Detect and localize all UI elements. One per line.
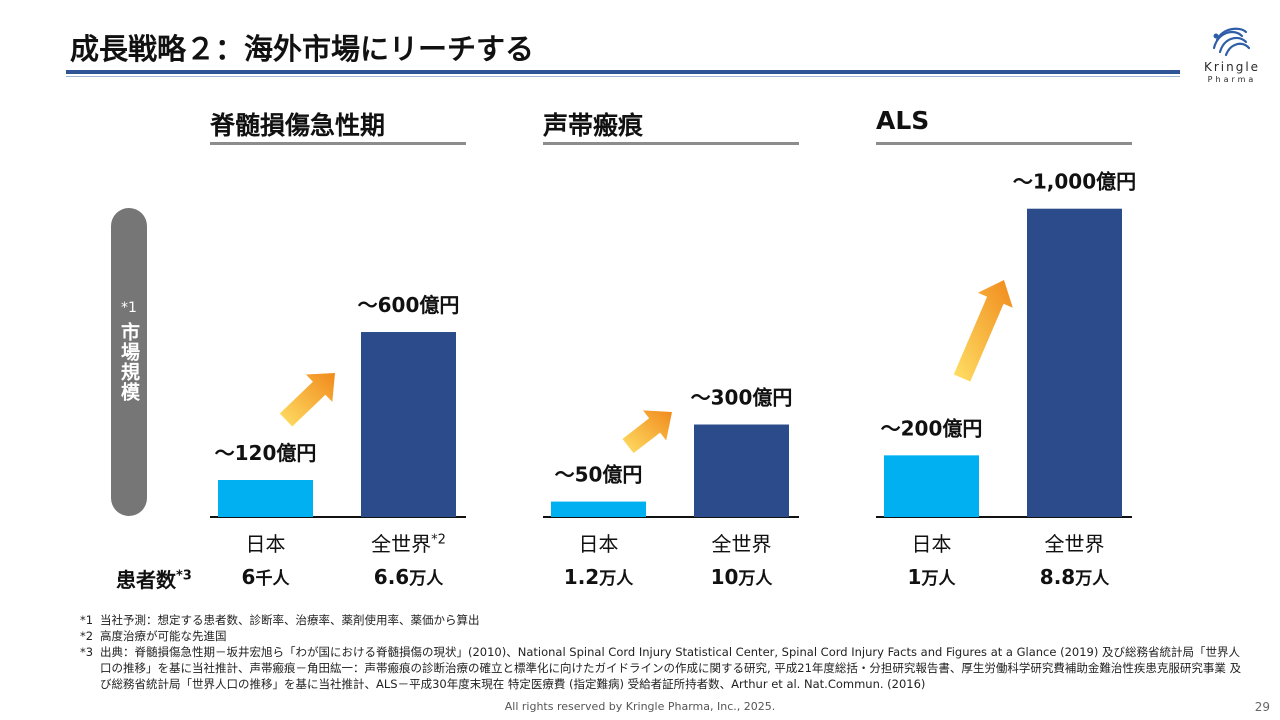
category-label: 日本 (529, 528, 669, 557)
footnotes: *1 当社予測：想定する患者数、診断率、治療率、薬剤使用率、薬価から算出 *2 高度… (80, 612, 1250, 692)
footnote-text: 高度治療が可能な先進国 (100, 629, 227, 643)
patient-count-unit: 万人 (738, 569, 773, 589)
patients-label: 患者数*3 (116, 564, 192, 593)
bar-value-label: 〜600億円 (358, 293, 460, 317)
kringle-logo: Kringle Pharma (1196, 18, 1268, 90)
patients-label-text: 患者数 (116, 568, 176, 592)
footnote: *3 出典：脊髄損傷急性期－坂井宏旭ら「わが国における脊髄損傷の現状」(2010)… (80, 644, 1250, 692)
footnote-text: 当社予測：想定する患者数、診断率、治療率、薬剤使用率、薬価から算出 (100, 613, 480, 627)
bar-japan (551, 501, 646, 517)
category-label: 全世界*2 (339, 528, 479, 557)
patient-count-number: 6.6 (373, 565, 410, 589)
patient-count-unit: 万人 (599, 569, 634, 589)
patient-count: 10万人 (672, 564, 812, 589)
patient-count-number: 1.2 (563, 565, 600, 589)
category-label: 日本 (196, 528, 336, 557)
bar-value-label: 〜200億円 (881, 416, 983, 440)
title-underline (66, 70, 1180, 74)
category-label: 全世界 (672, 528, 812, 557)
footnote-mark-2: *2 (431, 532, 446, 548)
patient-count-unit: 万人 (1075, 569, 1110, 589)
footnote: *1 当社予測：想定する患者数、診断率、治療率、薬剤使用率、薬価から算出 (80, 612, 1250, 628)
footnote-mark: *3 (80, 645, 94, 659)
patient-count-unit: 千人 (255, 569, 290, 589)
footnote-text: 出典：脊髄損傷急性期－坂井宏旭ら「わが国における脊髄損傷の現状」(2010)、N… (100, 645, 1242, 691)
growth-arrow-icon (279, 373, 335, 427)
patient-count: 6千人 (196, 564, 336, 589)
section-line-sci (210, 142, 466, 145)
bar-value-label: 〜120億円 (215, 441, 317, 465)
logo-sub: Pharma (1207, 75, 1257, 84)
growth-arrow-icon (622, 410, 672, 454)
category-text: 全世界 (371, 532, 432, 556)
page-number: 29 (1254, 700, 1270, 714)
bar-japan (884, 455, 979, 517)
bar-world (361, 332, 456, 517)
category-text: 日本 (911, 532, 952, 556)
bar-japan (218, 480, 313, 517)
patient-count-number: 1 (907, 565, 922, 589)
section-title-sci: 脊髄損傷急性期 (210, 111, 386, 140)
section-line-als (876, 142, 1132, 145)
page-title: 成長戦略２：海外市場にリーチする (70, 32, 535, 66)
patient-count: 1.2万人 (529, 564, 669, 589)
section-title-vocal: 声帯瘢痕 (543, 111, 644, 140)
footnote: *2 高度治療が可能な先進国 (80, 628, 1250, 644)
patient-count-unit: 万人 (921, 569, 956, 589)
category-text: 日本 (245, 532, 286, 556)
bar-value-label: 〜300億円 (691, 386, 793, 410)
bar-world (694, 424, 789, 517)
bar-world (1027, 208, 1122, 517)
bar-value-label: 〜1,000億円 (1013, 170, 1136, 194)
patient-count-number: 6 (241, 565, 256, 589)
market-size-axis-label: *1 市場規模 (111, 208, 147, 516)
section-title-als: ALS (876, 106, 930, 135)
patient-count: 6.6万人 (339, 564, 479, 589)
footnote-mark: *2 (80, 629, 94, 643)
kringle-logo-mark-icon (1212, 27, 1251, 57)
category-label: 日本 (862, 528, 1002, 557)
category-text: 全世界 (1044, 532, 1105, 556)
footnote-mark-3: *3 (176, 568, 192, 584)
footnote-mark: *1 (80, 613, 94, 627)
patient-count: 8.8万人 (1005, 564, 1145, 589)
market-size-label: 市場規模 (111, 322, 147, 408)
patient-count-unit: 万人 (409, 569, 444, 589)
section-line-vocal (543, 142, 799, 145)
patient-count-number: 8.8 (1039, 565, 1076, 589)
copyright-footer: All rights reserved by Kringle Pharma, I… (504, 700, 776, 713)
patient-count-number: 10 (710, 565, 739, 589)
bar-value-label: 〜50億円 (555, 463, 643, 487)
logo-name: Kringle (1203, 60, 1261, 74)
growth-arrow-icon (953, 280, 1013, 382)
market-size-text: 市場規模 (118, 322, 140, 402)
market-bar-charts: 〜120億円 〜600億円〜50億円 〜300億円〜200億円 〜1,000億円 (210, 170, 1136, 518)
title-underline-thin (66, 76, 1180, 77)
patient-count: 1万人 (862, 564, 1002, 589)
footnote-mark-1: *1 (121, 300, 137, 316)
category-text: 全世界 (711, 532, 772, 556)
category-text: 日本 (578, 532, 619, 556)
category-label: 全世界 (1005, 528, 1145, 557)
